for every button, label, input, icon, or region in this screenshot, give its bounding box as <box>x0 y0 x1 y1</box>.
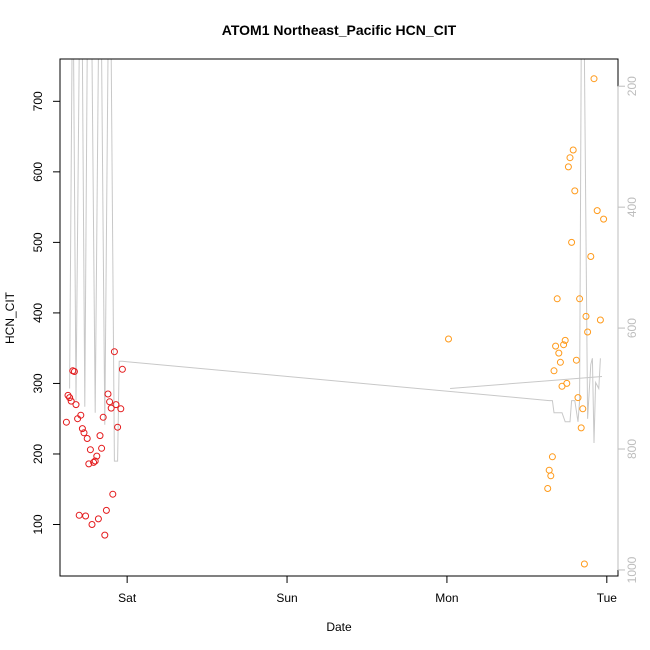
data-point <box>102 506 110 514</box>
y2-tick-label: 600 <box>625 318 639 338</box>
data-point <box>584 328 592 336</box>
data-point <box>561 336 569 344</box>
data-point <box>545 466 553 474</box>
data-point <box>90 458 98 466</box>
pressure-trace-layer <box>69 59 603 462</box>
data-point <box>550 367 558 375</box>
data-point <box>72 401 80 409</box>
y-tick-label: 700 <box>31 91 45 111</box>
data-point <box>552 342 560 350</box>
data-point <box>80 429 88 437</box>
data-point <box>547 472 555 480</box>
data-point <box>91 457 99 465</box>
data-point <box>88 521 96 528</box>
data-point <box>544 485 552 492</box>
data-point <box>83 435 91 442</box>
data-point <box>564 163 572 171</box>
data-point <box>576 295 584 303</box>
x-tick-label: Sat <box>118 591 137 605</box>
data-point <box>94 515 102 523</box>
y-tick-label: 300 <box>31 373 45 393</box>
data-point <box>563 379 571 387</box>
data-point <box>85 460 93 468</box>
data-point <box>86 446 94 454</box>
data-point <box>568 238 576 246</box>
y2-tick-label: 400 <box>625 197 639 217</box>
data-point <box>107 404 115 412</box>
x-axis-label: Date <box>326 620 352 634</box>
data-point <box>110 348 118 356</box>
y2-tick-label: 1000 <box>625 556 639 583</box>
y2-axis: 200 400 600 800 1000 <box>617 76 639 583</box>
plot-frame <box>59 58 619 577</box>
data-point <box>555 349 563 357</box>
data-point <box>580 560 588 568</box>
data-point <box>101 531 109 539</box>
data-point <box>600 215 608 223</box>
data-point <box>98 444 106 452</box>
x-axis: Sat Sun Mon Tue <box>118 575 618 605</box>
chart-title: ATOM1 Northeast_Pacific HCN_CIT <box>222 22 457 38</box>
data-point <box>569 146 577 154</box>
data-point <box>596 316 604 324</box>
data-point <box>556 358 564 366</box>
data-point <box>114 423 122 431</box>
data-point <box>553 295 561 303</box>
data-point <box>64 391 72 399</box>
data-point <box>560 341 568 349</box>
y-tick-label: 100 <box>31 514 45 534</box>
y-tick-label: 500 <box>31 232 45 252</box>
points-layer <box>62 75 608 568</box>
y-tick-label: 200 <box>31 444 45 464</box>
data-point <box>590 75 598 83</box>
data-point <box>587 253 595 260</box>
data-point <box>106 398 114 406</box>
y2-tick-label: 200 <box>625 76 639 96</box>
pressure-trace-line <box>69 59 601 462</box>
y2-tick-label: 800 <box>625 439 639 459</box>
data-point <box>99 413 107 421</box>
data-point <box>109 490 117 498</box>
data-point <box>577 424 585 432</box>
y-axis-label: HCN_CIT <box>3 291 17 344</box>
data-point <box>93 452 101 460</box>
data-point <box>77 411 85 419</box>
data-point <box>75 511 83 519</box>
y-tick-label: 400 <box>31 303 45 323</box>
x-tick-label: Mon <box>435 591 458 605</box>
data-point <box>445 335 452 343</box>
pressure-trace-line <box>450 376 603 389</box>
data-point <box>70 368 78 375</box>
data-point <box>104 390 112 398</box>
data-point <box>574 394 582 402</box>
data-point <box>572 356 580 364</box>
data-point <box>78 425 86 433</box>
data-point <box>62 418 70 426</box>
y-axis: 100 200 300 400 500 600 700 <box>31 91 61 535</box>
data-point <box>571 187 579 195</box>
data-point <box>112 401 120 409</box>
data-point <box>67 397 75 405</box>
data-point <box>82 512 90 520</box>
data-point <box>566 154 574 162</box>
data-point <box>118 365 126 373</box>
y-tick-label: 600 <box>31 162 45 182</box>
data-point <box>593 207 601 215</box>
data-point <box>96 432 104 440</box>
data-point <box>117 405 125 413</box>
data-point <box>66 394 74 402</box>
data-point <box>579 405 587 413</box>
x-tick-label: Tue <box>597 591 618 605</box>
data-point <box>548 453 556 461</box>
data-point <box>582 312 590 320</box>
x-tick-label: Sun <box>276 591 297 605</box>
